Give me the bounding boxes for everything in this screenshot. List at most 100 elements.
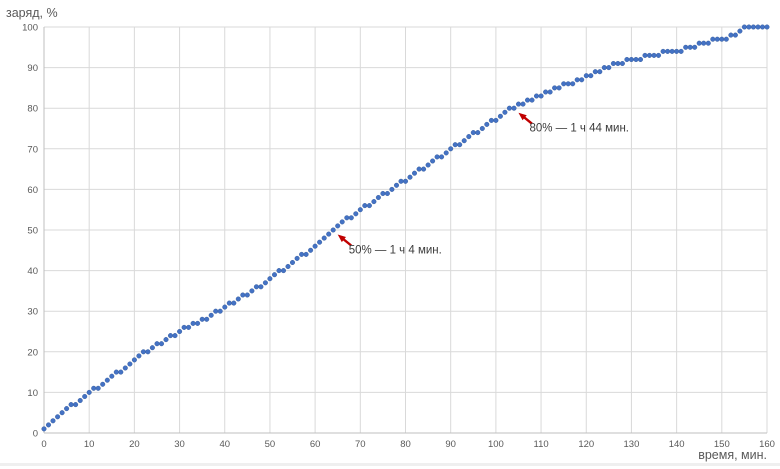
data-point (407, 174, 413, 180)
data-point (181, 324, 187, 330)
data-point (430, 158, 436, 164)
data-point (321, 235, 327, 241)
data-point (457, 142, 463, 148)
data-point (683, 44, 689, 50)
data-point (317, 239, 323, 245)
data-point (46, 422, 52, 428)
data-point (213, 308, 219, 314)
y-tick-label: 80 (27, 104, 38, 115)
data-point (719, 36, 725, 42)
data-point (647, 52, 653, 58)
data-point (561, 81, 567, 87)
data-point (538, 93, 544, 99)
data-point (574, 77, 580, 83)
data-point (497, 113, 503, 119)
data-point (127, 361, 133, 367)
data-point (525, 97, 531, 103)
data-point (208, 312, 214, 318)
data-point (398, 178, 404, 184)
x-tick-label: 50 (265, 439, 276, 450)
x-tick-label: 140 (669, 439, 685, 450)
data-point (118, 369, 124, 375)
data-point (547, 89, 553, 95)
data-point (167, 333, 173, 339)
x-tick-label: 20 (129, 439, 140, 450)
data-point (488, 117, 494, 123)
data-point (131, 357, 137, 363)
data-point (493, 117, 499, 123)
data-point (470, 130, 476, 136)
x-tick-label: 40 (219, 439, 230, 450)
y-tick-label: 90 (27, 63, 38, 74)
data-point (656, 52, 662, 58)
data-point (529, 97, 535, 103)
data-point (272, 272, 278, 278)
annotation-label: 80% — 1 ч 44 мин. (529, 123, 629, 135)
y-tick-label: 30 (27, 307, 38, 318)
data-point (628, 57, 634, 63)
data-point (597, 69, 603, 75)
data-point (290, 260, 296, 266)
data-point (443, 150, 449, 156)
data-point (235, 296, 241, 302)
data-point (746, 24, 752, 30)
data-point (394, 182, 400, 188)
data-point (737, 28, 743, 34)
data-point (552, 85, 558, 91)
x-tick-label: 130 (624, 439, 640, 450)
data-point (741, 24, 747, 30)
data-point (253, 284, 259, 290)
data-point (520, 101, 526, 107)
data-point (195, 320, 201, 326)
data-point (82, 394, 88, 400)
x-tick-label: 100 (488, 439, 504, 450)
data-point (633, 57, 639, 63)
data-point (50, 418, 56, 424)
data-point (750, 24, 756, 30)
data-point (95, 385, 101, 391)
data-point (362, 203, 368, 209)
x-tick-label: 90 (445, 439, 456, 450)
data-point (262, 280, 268, 286)
x-tick-label: 160 (759, 439, 775, 450)
x-tick-label: 0 (41, 439, 46, 450)
data-point (149, 345, 155, 351)
data-point (692, 44, 698, 50)
data-point (764, 24, 770, 30)
data-point (610, 61, 616, 67)
data-point (638, 57, 644, 63)
data-point (665, 48, 671, 54)
y-axis-title: заряд, % (6, 6, 58, 20)
data-point (601, 65, 607, 71)
data-point (403, 178, 409, 184)
data-point (701, 40, 707, 46)
x-tick-label: 120 (578, 439, 594, 450)
data-point (258, 284, 264, 290)
data-point (588, 73, 594, 79)
annotation-arrowhead-icon (518, 112, 527, 121)
data-point (335, 223, 341, 229)
data-point (506, 105, 512, 111)
data-point (642, 52, 648, 58)
data-point (714, 36, 720, 42)
data-point (619, 61, 625, 67)
data-point (434, 154, 440, 160)
data-point (64, 406, 70, 412)
data-point (154, 341, 160, 347)
data-point (615, 61, 621, 67)
data-point (380, 190, 386, 196)
data-point (285, 264, 291, 270)
data-point (448, 146, 454, 152)
data-point (240, 292, 246, 298)
y-tick-label: 20 (27, 347, 38, 358)
data-point (326, 231, 332, 237)
x-axis-title: время, мин. (698, 448, 767, 462)
data-point (122, 365, 128, 371)
y-tick-label: 100 (22, 23, 38, 34)
y-tick-label: 70 (27, 144, 38, 155)
data-point (678, 48, 684, 54)
data-point (421, 166, 427, 172)
data-point (177, 329, 183, 335)
